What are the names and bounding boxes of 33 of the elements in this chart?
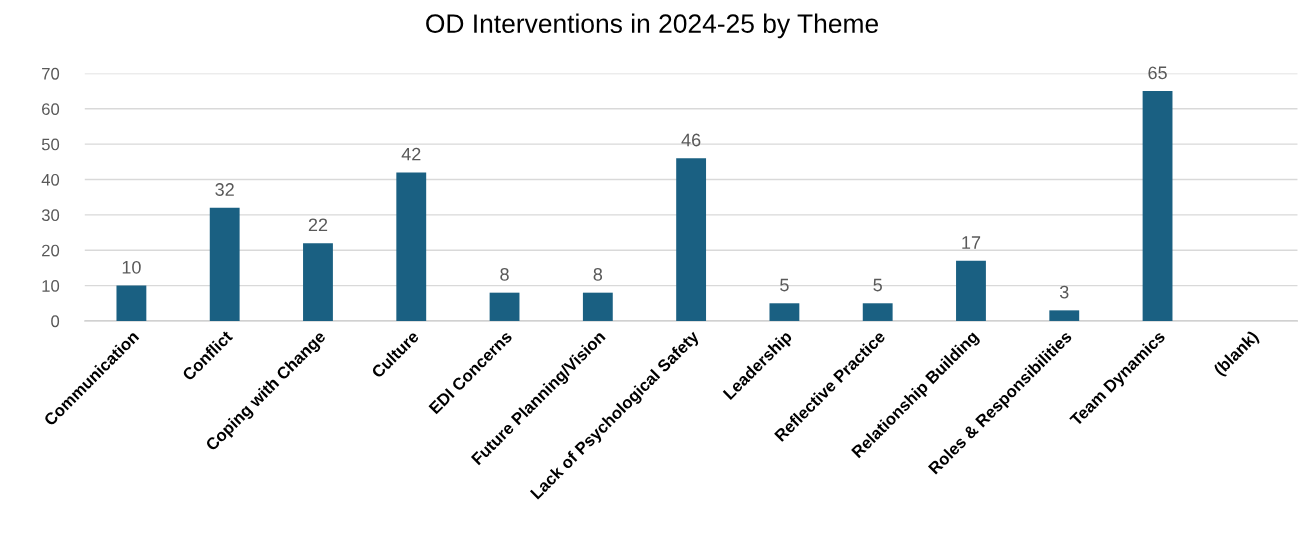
data-label: 17 xyxy=(962,236,981,249)
y-tick-label: 60 xyxy=(42,103,60,115)
bar xyxy=(489,292,520,321)
y-tick-label: 50 xyxy=(41,138,60,151)
bar xyxy=(676,158,707,321)
bar xyxy=(209,207,240,321)
data-label: 22 xyxy=(308,218,328,232)
bar xyxy=(1142,91,1173,321)
bar xyxy=(862,303,893,321)
bar xyxy=(1049,310,1080,321)
bar xyxy=(582,292,613,321)
data-label: 8 xyxy=(500,267,509,281)
y-tick-label: 40 xyxy=(41,173,60,186)
data-label: 8 xyxy=(593,267,603,281)
data-label: 3 xyxy=(1059,285,1069,299)
bar xyxy=(303,243,333,321)
bar xyxy=(956,260,986,321)
data-label: 42 xyxy=(401,147,421,161)
bar xyxy=(396,172,427,321)
y-tick-label: 10 xyxy=(42,280,60,292)
chart-title: OD Interventions in 2024-25 by Theme xyxy=(426,13,878,39)
data-label: 10 xyxy=(122,260,141,274)
bar xyxy=(769,303,800,321)
data-label: 5 xyxy=(780,278,789,292)
data-label: 46 xyxy=(681,133,701,147)
y-tick-label: 0 xyxy=(51,315,60,328)
bar xyxy=(116,285,147,321)
y-tick-label: 70 xyxy=(42,67,60,80)
data-label: 65 xyxy=(1148,66,1167,80)
y-tick-label: 20 xyxy=(42,244,60,257)
data-label: 5 xyxy=(873,278,882,292)
data-label: 32 xyxy=(215,183,234,196)
y-tick-label: 30 xyxy=(41,209,60,222)
